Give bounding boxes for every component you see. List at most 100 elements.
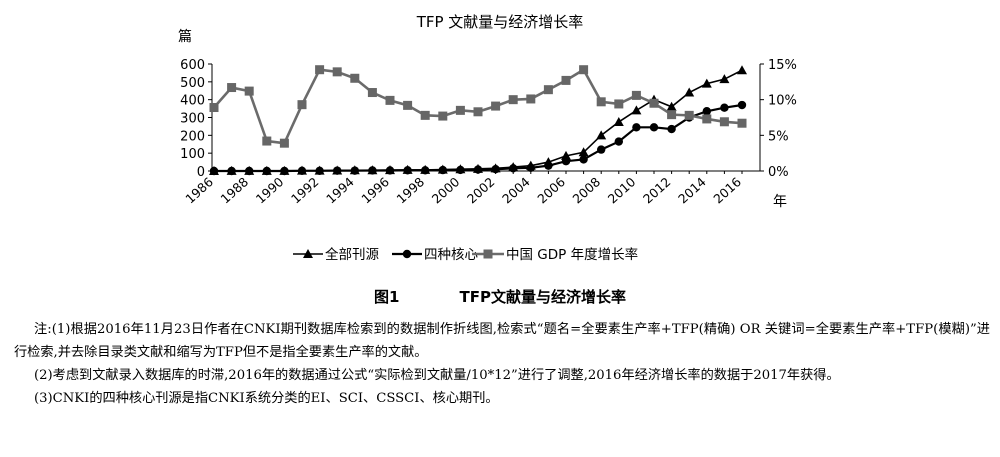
legend-label-3: 中国 GDP 年度增长率 <box>506 246 638 263</box>
series-point-3 <box>367 88 377 98</box>
series-point-2 <box>209 166 219 176</box>
x-tick-label: 1994 <box>323 174 357 206</box>
note-1: 注:(1)根据2016年11月23日作者在CNKI期刊数据库检索到的数据制作折线… <box>14 322 990 360</box>
series-point-2 <box>544 161 553 170</box>
series-point-2 <box>702 107 711 116</box>
series-point-1 <box>666 101 677 111</box>
series-point-2 <box>526 163 535 172</box>
legend: 全部刊源 四种核心 中国 GDP 年度增长率 <box>293 246 638 263</box>
series-point-3 <box>543 85 553 95</box>
x-tick-label: 2012 <box>640 174 674 206</box>
series-point-2 <box>438 165 447 175</box>
series-point-3 <box>332 67 342 77</box>
series-point-2 <box>473 165 483 174</box>
x-tick-label: 2006 <box>534 174 568 206</box>
series-point-3 <box>209 103 219 113</box>
series-point-3 <box>385 95 395 105</box>
left-tick-label: 100 <box>180 147 205 162</box>
x-tick-label: 1990 <box>253 174 287 206</box>
x-tick-label: 1986 <box>182 174 216 206</box>
series-point-2 <box>403 166 412 175</box>
left-tick-label: 0 <box>197 165 205 180</box>
legend-marker-2 <box>402 249 412 259</box>
series-point-2 <box>245 166 254 176</box>
series-point-3 <box>596 97 606 107</box>
series-point-3 <box>649 98 659 108</box>
series-point-3 <box>403 100 413 110</box>
x-tick-label: 2004 <box>499 174 533 206</box>
x-tick-label: 1992 <box>288 174 322 206</box>
x-tick-label: 2002 <box>464 174 498 206</box>
series-point-3 <box>491 101 501 111</box>
series-point-2 <box>491 165 500 174</box>
series-point-3 <box>315 65 325 75</box>
series-point-2 <box>561 156 571 166</box>
series-point-1 <box>561 150 571 160</box>
x-tick-label: 2008 <box>570 174 604 206</box>
x-tick-label: 1988 <box>218 174 252 206</box>
left-tick-label: 200 <box>180 129 205 144</box>
series-point-3 <box>702 114 712 124</box>
series-point-3 <box>455 105 465 115</box>
series-point-1 <box>701 78 712 88</box>
left-tick-label: 400 <box>180 94 205 109</box>
series-point-2 <box>227 166 236 176</box>
chart-title: TFP 文献量与经济增长率 <box>416 13 584 31</box>
series-point-3 <box>684 110 694 120</box>
x-tick-label: 1996 <box>358 174 392 206</box>
series-point-2 <box>297 166 307 176</box>
x-tick-label: 2016 <box>710 174 744 206</box>
series-point-2 <box>385 166 395 175</box>
series-point-2 <box>667 124 676 134</box>
chart: TFP 文献量与经济增长率 篇 年 0 100 200 300 400 500 600 0% 5… <box>178 13 797 263</box>
figure-notes: 注:(1)根据2016年11月23日作者在CNKI期刊数据库检索到的数据制作折线… <box>14 318 990 410</box>
series-point-2 <box>456 165 465 175</box>
series-point-1 <box>631 105 642 115</box>
series-point-3 <box>473 107 483 117</box>
series-point-3 <box>561 75 571 85</box>
figure-caption: 图1 TFP文献量与经济增长率 <box>0 286 1000 307</box>
series-point-1 <box>719 74 730 84</box>
series-point-2 <box>509 164 518 173</box>
series-point-2 <box>280 166 289 176</box>
series-point-1 <box>578 147 589 157</box>
series-point-3 <box>579 65 589 75</box>
series-line-1 <box>213 69 743 172</box>
series-point-2 <box>614 137 623 146</box>
series-point-1 <box>613 116 624 126</box>
series-line-3 <box>213 67 743 145</box>
series-point-2 <box>632 123 641 132</box>
legend-label-2: 四种核心 <box>424 247 478 263</box>
series-point-3 <box>438 111 448 121</box>
series-point-3 <box>420 110 430 120</box>
figure-number: 图1 <box>374 288 400 306</box>
left-tick-label: 600 <box>180 58 205 73</box>
legend-label-1: 全部刊源 <box>325 246 379 263</box>
legend-marker-3 <box>483 249 493 259</box>
right-tick-label: 10% <box>768 94 797 109</box>
series-point-3 <box>244 86 254 96</box>
series-point-2 <box>421 166 430 175</box>
series-point-1 <box>737 65 747 75</box>
left-tick-label: 300 <box>180 112 205 127</box>
series-point-2 <box>333 166 342 175</box>
series-point-2 <box>262 166 271 176</box>
series-point-2 <box>649 123 659 132</box>
right-tick-label: 5% <box>768 129 789 144</box>
series-point-2 <box>368 166 377 175</box>
series-point-2 <box>720 103 729 112</box>
series-point-1 <box>684 87 695 97</box>
series-point-3 <box>526 94 536 104</box>
x-tick-label: 1998 <box>394 174 428 206</box>
series-point-2 <box>350 166 359 175</box>
x-tick-label: 2010 <box>605 174 639 206</box>
series-point-3 <box>719 117 729 127</box>
series-point-2 <box>737 100 747 110</box>
series-point-3 <box>667 110 677 120</box>
figure-title: TFP文献量与经济增长率 <box>459 288 626 306</box>
series-point-3 <box>279 138 289 148</box>
series-point-3 <box>350 73 360 83</box>
series-point-3 <box>262 136 272 146</box>
series-point-1 <box>596 130 607 140</box>
x-axis-unit: 年 <box>773 194 787 210</box>
